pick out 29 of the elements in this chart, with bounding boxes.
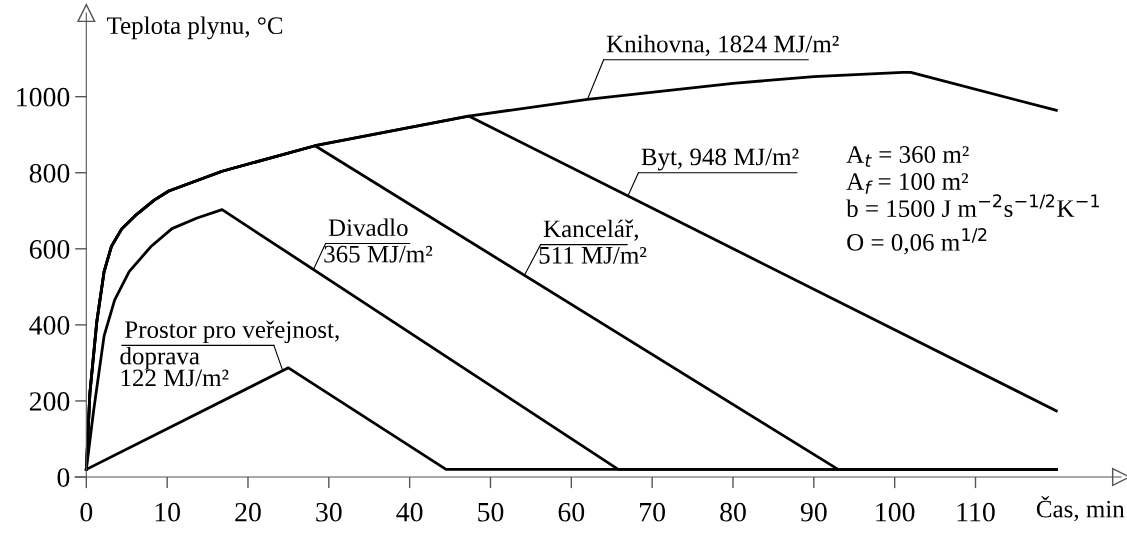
y-tick-label: 200	[29, 392, 70, 411]
x-tick-label: 70	[640, 502, 665, 522]
annotation: A$_{f}$ = 100 m²	[846, 173, 969, 194]
series-label: Byt, 948 MJ/m²	[641, 148, 799, 171]
annotation: b = 1500 J m$^{−2}$s$^{−1/2}$K$^{−1}$	[846, 194, 1099, 217]
series-label: Knihovna, 1824 MJ/m²	[606, 34, 839, 57]
x-axis-title: Čas, min	[1036, 495, 1125, 522]
x-tick-label: 90	[800, 502, 827, 522]
x-tick-label: 30	[316, 502, 342, 522]
x-tick-label: 60	[558, 502, 585, 522]
annotation: A$_{t}$ = 360 m²	[846, 146, 969, 167]
y-tick-label: 600	[29, 239, 70, 259]
x-tick-label: 110	[957, 502, 995, 522]
y-axis-title: Teplota plynu, °C	[106, 16, 283, 40]
y-tick-label: 0	[57, 468, 70, 487]
x-tick-label: 10	[155, 502, 180, 522]
y-tick-label: 800	[29, 163, 70, 183]
series-label: Prostor pro veřejnost, doprava 122 MJ/m²	[120, 320, 339, 387]
x-tick-label: 50	[478, 502, 504, 522]
annotation: O = 0,06 m$^{1/2}$	[847, 228, 987, 255]
x-tick-label: 0	[80, 502, 93, 522]
legend-label: Divadlo 365 MJ/m²	[324, 218, 433, 263]
x-tick-label: 40	[396, 502, 423, 522]
x-tick-label: 100	[876, 502, 915, 522]
y-tick-label: 1000	[17, 87, 70, 107]
x-tick-label: 20	[235, 502, 261, 522]
x-tick-label: 80	[720, 502, 746, 522]
series-label: Kancelář, 511 MJ/m²	[539, 219, 647, 264]
y-tick-label: 400	[29, 316, 70, 335]
